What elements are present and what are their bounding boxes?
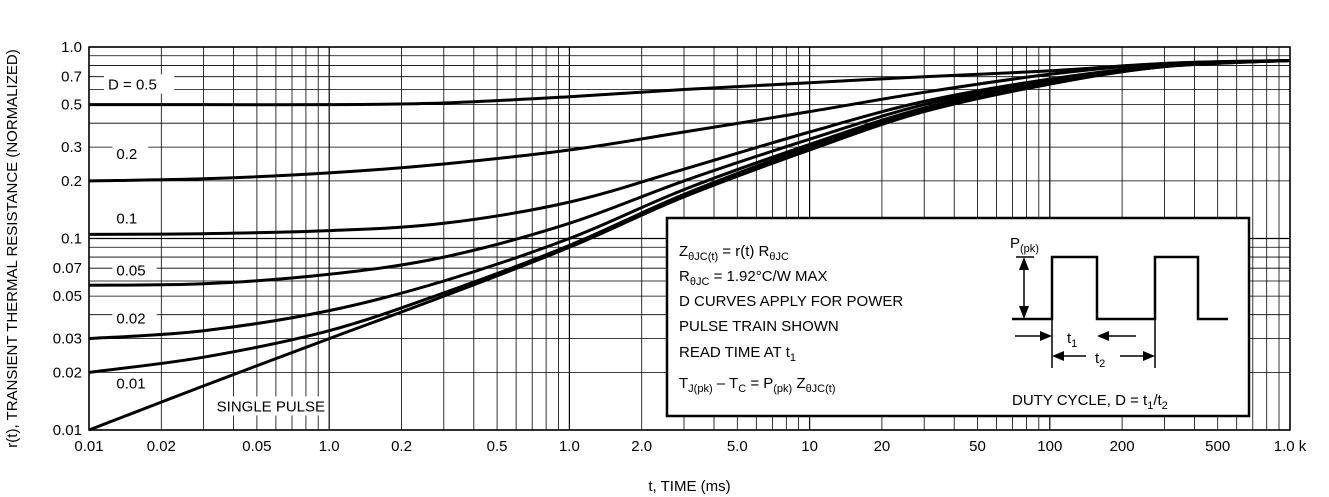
curve-series (89, 59, 1291, 107)
x-tick-label: 0.01 (74, 438, 103, 455)
plot-frame (88, 46, 1291, 431)
x-tick-label: 1.0 (319, 438, 340, 455)
y-tick-label: 0.03 (53, 331, 82, 348)
y-tick-label: 0.05 (53, 288, 82, 305)
curve-label-bg (112, 260, 157, 280)
curve-label: D = 0.5 (108, 76, 157, 93)
t1-arrow-head-left (1040, 331, 1052, 341)
curve-label: 0.05 (116, 263, 145, 280)
x-tick-label: 0.5 (487, 438, 508, 455)
y-tick-label: 0.7 (61, 69, 82, 86)
curve-label: 0.2 (116, 146, 137, 163)
curve-label-bg (212, 396, 326, 416)
tick-labels: 0.01 0.02 0.05 1.0 0.2 0.5 1.0 2.0 5.0 10 20 50 100 2… (53, 39, 1307, 455)
x-tick-label: 20 (874, 438, 891, 455)
y-tick-label: 0.07 (53, 260, 82, 277)
note-line-3: D CURVES APPLY FOR POWER (679, 293, 903, 310)
pulse-train-diagram: P(pk) t1 t2 DUTY CYCLE, D = t1/t2 (1010, 235, 1228, 412)
y-tick-label: 0.5 (61, 97, 82, 114)
note-line-2: RθJC = 1.92°C/W MAX (679, 268, 828, 288)
ppk-label: P(pk) (1010, 235, 1039, 255)
x-tick-label: 1.0 (559, 438, 580, 455)
notes-box: ZθJC(t) = r(t) RθJC RθJC = 1.92°C/W MAX … (665, 216, 1251, 418)
x-tick-label: 0.05 (242, 438, 271, 455)
y-tick-label: 0.02 (53, 364, 82, 381)
ppk-arrow-head-top (1019, 257, 1029, 270)
curve-series (88, 59, 1291, 432)
duty-cycle-label: DUTY CYCLE, D = t1/t2 (1012, 392, 1168, 412)
t2-label: t2 (1095, 350, 1105, 370)
x-tick-label: 10 (801, 438, 818, 455)
y-tick-label: 0.1 (61, 231, 82, 248)
y-tick-label: 1.0 (61, 39, 82, 56)
curve-label: 0.1 (116, 210, 137, 227)
x-tick-label: 0.2 (391, 438, 412, 455)
curve-label-bg (112, 144, 149, 164)
y-tick-label: 0.01 (53, 422, 82, 439)
curve-label-bg (112, 373, 157, 393)
note-line-4: PULSE TRAIN SHOWN (679, 318, 839, 335)
curve-label-bg (112, 308, 157, 328)
x-tick-label: 500 (1205, 438, 1230, 455)
x-tick-label: 0.02 (147, 438, 176, 455)
note-line-1: ZθJC(t) = r(t) RθJC (679, 243, 789, 263)
curve-label-bg (112, 208, 149, 228)
curve-label: SINGLE PULSE (217, 398, 325, 415)
y-tick-label: 0.2 (61, 173, 82, 190)
x-axis-title: t, TIME (ms) (648, 478, 730, 495)
x-tick-label: 100 (1037, 438, 1062, 455)
curve-labels: D = 0.5 0.2 0.1 0.05 0.02 0.01 SINGLE PULSE (104, 74, 326, 416)
curve-label: 0.02 (116, 310, 145, 327)
curve-label: 0.01 (116, 375, 145, 392)
t2-arrow-head-right (1143, 351, 1155, 361)
notes-box-frame (665, 216, 1251, 418)
t1-arrow-head-right (1097, 331, 1109, 341)
curve-label-bg (104, 74, 175, 94)
x-tick-label: 50 (969, 438, 986, 455)
curves (88, 59, 1291, 432)
x-tick-label: 200 (1110, 438, 1135, 455)
x-tick-label: 2.0 (631, 438, 652, 455)
note-line-6: TJ(pk) – TC = P(pk) ZθJC(t) (679, 375, 836, 395)
x-tick-label: 1.0 k (1274, 438, 1307, 455)
pulse-waveform (1012, 255, 1228, 321)
ppk-arrow-head-bottom (1019, 306, 1029, 319)
note-line-5: READ TIME AT t1 (679, 344, 796, 364)
curve-series (88, 59, 1291, 183)
t2-arrow-head-left (1052, 351, 1064, 361)
y-axis-title: r(t), TRANSIENT THERMAL RESISTANCE (NORM… (4, 49, 21, 447)
y-tick-label: 0.3 (61, 139, 82, 156)
t1-label: t1 (1067, 330, 1077, 350)
x-tick-label: 5.0 (727, 438, 748, 455)
